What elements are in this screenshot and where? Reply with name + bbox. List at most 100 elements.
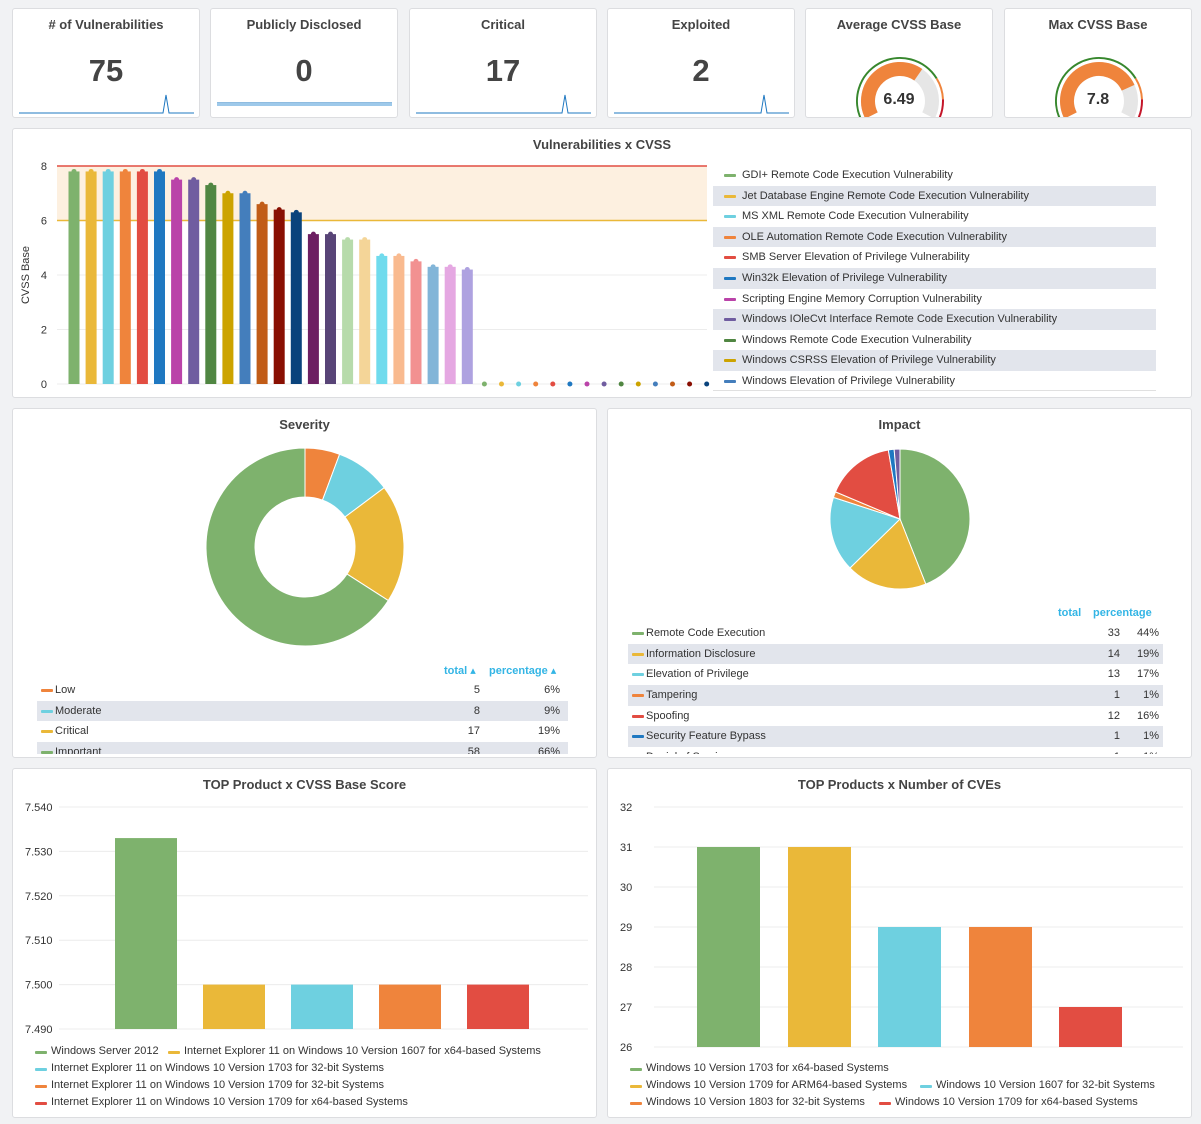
y-tick-label: 27 bbox=[620, 1002, 632, 1014]
gauge-value: 7.8 bbox=[1086, 91, 1110, 108]
stat-title: Publicly Disclosed bbox=[246, 17, 362, 32]
legend-swatch bbox=[879, 1102, 891, 1105]
bar bbox=[115, 838, 177, 1029]
sort-total-header[interactable]: total bbox=[1058, 607, 1082, 619]
bar-point bbox=[122, 168, 128, 174]
severity-table-rows: Low 5 6% Moderate 8 9% Critical 17 19% Important 5… bbox=[37, 680, 568, 754]
legend-item[interactable]: GDI+ Remote Code Execution Vulnerability bbox=[713, 165, 1156, 186]
top-product-cvss-panel[interactable]: TOP Product x CVSS Base Score 7.490 7.500… bbox=[12, 768, 597, 1118]
row-name: Moderate bbox=[55, 704, 102, 717]
bar-point bbox=[225, 190, 231, 196]
legend-item[interactable]: Windows Server 2012 bbox=[35, 1045, 159, 1057]
bar-point bbox=[362, 237, 368, 243]
row-percentage: 9% bbox=[544, 704, 560, 717]
legend-swatch bbox=[630, 1085, 642, 1088]
row-total: 33 bbox=[1107, 627, 1120, 639]
bar bbox=[154, 171, 165, 384]
legend-item[interactable]: Windows Remote Code Execution Vulnerabil… bbox=[713, 330, 1156, 351]
stat-panel-exploited[interactable]: Exploited 2 bbox=[607, 8, 795, 118]
legend-item[interactable]: Windows CSRSS Elevation of Privilege Vul… bbox=[713, 350, 1156, 371]
bar bbox=[410, 261, 422, 384]
legend-item[interactable]: Internet Explorer 11 on Windows 10 Versi… bbox=[168, 1045, 541, 1057]
legend-label: Jet Database Engine Remote Code Executio… bbox=[742, 189, 1029, 202]
zero-point bbox=[533, 381, 539, 387]
gauge-panel-average-cvss[interactable]: Average CVSS Base 6.49 bbox=[805, 8, 993, 118]
legend-swatch bbox=[724, 174, 736, 177]
bar bbox=[290, 212, 302, 384]
legend-item[interactable]: Windows 10 Version 1709 for x64-based Sy… bbox=[879, 1096, 1138, 1108]
gauge-panel-max-cvss[interactable]: Max CVSS Base 7.8 bbox=[1004, 8, 1192, 118]
bar bbox=[256, 204, 268, 384]
legend-label: Internet Explorer 11 on Windows 10 Versi… bbox=[51, 1096, 408, 1108]
y-tick-label: 8 bbox=[41, 161, 47, 173]
legend-item[interactable]: Jet Database Engine Remote Code Executio… bbox=[713, 185, 1156, 207]
legend-item[interactable]: OLE Automation Remote Code Execution Vul… bbox=[713, 226, 1156, 248]
table-row[interactable]: Low 5 6% bbox=[37, 680, 568, 701]
row-name: Low bbox=[55, 684, 76, 696]
y-tick-label: 26 bbox=[620, 1042, 632, 1054]
impact-panel[interactable]: Impact total percentage Remote Code Exec… bbox=[607, 408, 1192, 758]
stat-panel-vulnerabilities[interactable]: # of Vulnerabilities 75 bbox=[12, 8, 200, 118]
table-row[interactable]: Critical 17 19% bbox=[37, 721, 568, 742]
gauge-fill bbox=[861, 62, 923, 117]
stat-panel-publicly-disclosed[interactable]: Publicly Disclosed 0 bbox=[210, 8, 398, 118]
table-row[interactable]: Spoofing 12 16% bbox=[628, 706, 1163, 727]
legend-item[interactable]: Windows Elevation of Privilege Vulnerabi… bbox=[713, 371, 1156, 390]
legend-item[interactable]: Internet Explorer 11 on Windows 10 Versi… bbox=[35, 1062, 384, 1074]
table-row[interactable]: Tampering 1 1% bbox=[628, 685, 1163, 706]
legend-label: Internet Explorer 11 on Windows 10 Versi… bbox=[51, 1062, 385, 1074]
row-name: Important bbox=[55, 746, 102, 754]
table-row[interactable]: Denial of Service 1 1% bbox=[628, 747, 1163, 754]
stat-title: # of Vulnerabilities bbox=[48, 17, 164, 32]
legend-item[interactable]: Win32k Elevation of Privilege Vulnerabil… bbox=[713, 267, 1156, 289]
gauge bbox=[856, 57, 944, 117]
stat-panel-critical[interactable]: Critical 17 bbox=[409, 8, 597, 118]
bar-point bbox=[208, 182, 214, 188]
table-row[interactable]: Security Feature Bypass 1 1% bbox=[628, 726, 1163, 748]
legend-item[interactable]: Windows 10 Version 1803 for 32-bit Syste… bbox=[630, 1096, 865, 1108]
legend-label: Windows CSRSS Elevation of Privilege Vul… bbox=[742, 354, 996, 367]
legend-swatch bbox=[168, 1051, 180, 1054]
legend-item[interactable]: Windows 10 Version 1607 for 32-bit Syste… bbox=[920, 1079, 1155, 1091]
vulnerabilities-cvss-panel[interactable]: Vulnerabilities x CVSS 0 2 4 6 8 CVSS Base G… bbox=[12, 128, 1192, 398]
table-header: total percentage bbox=[628, 603, 1163, 623]
legend-swatch bbox=[724, 338, 736, 342]
sort-percentage-header[interactable]: percentage bbox=[1093, 607, 1152, 619]
y-tick-label: 4 bbox=[41, 270, 47, 282]
legend-swatch bbox=[41, 730, 53, 734]
legend-swatch bbox=[632, 735, 644, 739]
y-tick-label: 30 bbox=[620, 882, 632, 894]
legend-item[interactable]: MS XML Remote Code Execution Vulnerabili… bbox=[713, 206, 1156, 227]
sort-percentage-header[interactable]: percentage ▴ bbox=[489, 665, 557, 677]
row-total: 1 bbox=[1113, 730, 1120, 743]
stat-value: 2 bbox=[692, 53, 710, 88]
legend-item[interactable]: Windows IOleCvt Interface Remote Code Ex… bbox=[713, 309, 1156, 330]
y-tick-label: 7.490 bbox=[25, 1024, 53, 1036]
gauge-fill bbox=[1060, 62, 1135, 117]
table-row[interactable]: Remote Code Execution 33 44% bbox=[628, 623, 1163, 644]
legend-item[interactable]: Windows 10 Version 1709 for ARM64-based … bbox=[630, 1079, 907, 1091]
stat-value: 17 bbox=[485, 53, 521, 88]
legend-item[interactable]: Windows 10 Version 1703 for x64-based Sy… bbox=[630, 1062, 889, 1074]
table-row[interactable]: Moderate 8 9% bbox=[37, 700, 568, 722]
row-percentage: 19% bbox=[1136, 647, 1159, 660]
legend-item[interactable]: Scripting Engine Memory Corruption Vulne… bbox=[713, 289, 1156, 310]
row-percentage: 1% bbox=[1143, 747, 1159, 754]
legend-item[interactable]: Internet Explorer 11 on Windows 10 Versi… bbox=[35, 1096, 408, 1108]
panel-title: Impact bbox=[878, 417, 921, 432]
y-tick-label: 7.520 bbox=[25, 891, 53, 903]
top-products-cves-panel[interactable]: TOP Products x Number of CVEs 26 27 28 29 30… bbox=[607, 768, 1192, 1118]
table-row[interactable]: Information Disclosure 14 19% bbox=[628, 643, 1163, 665]
sort-total-header[interactable]: total ▴ bbox=[444, 665, 476, 677]
legend-item[interactable]: SMB Server Elevation of Privilege Vulner… bbox=[713, 247, 1156, 268]
table-row[interactable]: Important 58 66% bbox=[37, 742, 568, 754]
legend-item[interactable]: Internet Explorer 11 on Windows 10 Versi… bbox=[35, 1079, 384, 1091]
bar bbox=[393, 255, 405, 384]
table-row[interactable]: Elevation of Privilege 13 17% bbox=[628, 664, 1163, 685]
severity-panel[interactable]: Severity total ▴ percentage ▴ Low 5 6% Mode… bbox=[12, 408, 597, 758]
bar-point bbox=[310, 231, 316, 237]
legend-swatch bbox=[724, 194, 736, 198]
panel-title: TOP Products x Number of CVEs bbox=[797, 777, 1002, 792]
legend-label: Windows 10 Version 1709 for ARM64-based … bbox=[646, 1079, 908, 1091]
legend-swatch bbox=[632, 673, 644, 677]
